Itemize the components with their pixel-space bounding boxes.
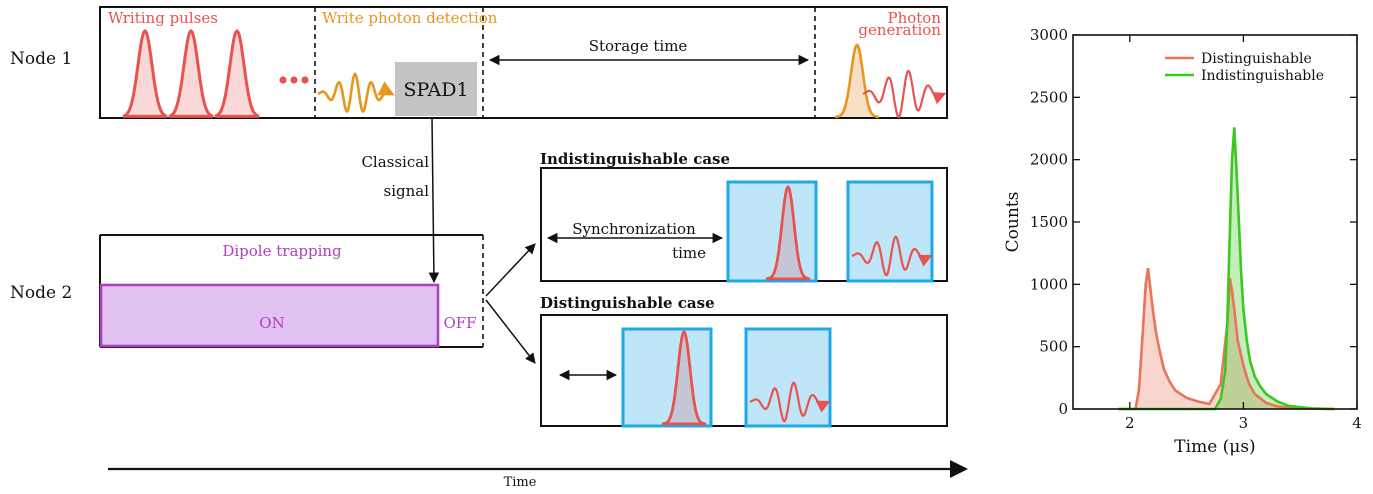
counts-histogram-chart: 2 3 4 0 500 1000 1500 2000 2500 3000 Time (μs) Co… (1003, 26, 1362, 457)
x-tick-label: 4 (1352, 414, 1362, 432)
y-tick-label: 3000 (1030, 26, 1068, 44)
sync-time-label-1: Synchronization (572, 220, 696, 238)
branch-arrow-distinguishable (485, 299, 536, 364)
y-tick-label: 2500 (1030, 88, 1068, 106)
indist-write-window (726, 180, 818, 283)
series-line-1 (1118, 267, 1335, 411)
generated-photon-wave (862, 69, 947, 119)
photon-generation-label-1: Photon (887, 9, 941, 27)
y-tick-label: 1000 (1030, 275, 1068, 293)
dist-read-pulse (661, 330, 707, 426)
storage-time-label: Storage time (589, 37, 688, 55)
writing-pulse-1 (122, 29, 168, 118)
dipole-trap-on-region (99, 283, 440, 348)
sync-time-label-2: time (672, 244, 706, 262)
y-tick-label: 1500 (1030, 213, 1068, 231)
legend-label-2: Indistinguishable (1201, 68, 1324, 84)
write-photon-wave (317, 72, 395, 114)
node1-timeline-box (99, 6, 948, 119)
distinguishable-case-box (540, 314, 948, 427)
indistinguishable-case-title: Indistinguishable case (540, 150, 730, 168)
indist-read-pulse (765, 185, 811, 281)
series-line-2 (1118, 127, 1335, 411)
node2-label: Node 2 (10, 283, 72, 303)
node1-label: Node 1 (10, 49, 72, 69)
classical-signal-arrow (428, 117, 440, 284)
y-axis-label: Counts (1003, 192, 1023, 253)
branch-arrow-indistinguishable (485, 243, 536, 297)
dipole-trapping-label: Dipole trapping (222, 242, 342, 260)
writing-pulses (122, 29, 260, 118)
trap-on-label: ON (259, 314, 284, 332)
plot-frame (1072, 34, 1358, 410)
trap-off-label: OFF (443, 314, 476, 332)
dist-photon-wave (749, 381, 831, 423)
photon-generation-label-2: generation (858, 21, 941, 39)
generation-write-pulse (835, 43, 879, 119)
y-tick-label: 2000 (1030, 151, 1068, 169)
distinguishable-case-title: Distinguishable case (540, 294, 715, 312)
spad1-label: SPAD1 (403, 79, 468, 101)
y-tick-label: 0 (1058, 400, 1068, 418)
y-tick-label: 500 (1039, 338, 1068, 356)
time-axis-label: Time (504, 475, 537, 489)
ellipsis-dots (279, 76, 309, 84)
spad1-detector (395, 62, 477, 116)
x-tick-label: 2 (1125, 414, 1135, 432)
writing-pulse-2 (168, 29, 214, 118)
classical-signal-label-1: Classical (361, 153, 429, 171)
legend-label-1: Distinguishable (1201, 51, 1312, 67)
writing-pulse-3 (214, 29, 260, 118)
writing-pulses-label: Writing pulses (108, 9, 218, 27)
x-tick-label: 3 (1239, 414, 1249, 432)
x-axis-label: Time (μs) (1174, 437, 1255, 457)
time-axis-arrowhead (950, 460, 968, 478)
indist-photon-wave (851, 235, 933, 277)
classical-signal-label-2: signal (384, 182, 430, 200)
write-photon-detection-label: Write photon detection (322, 9, 498, 27)
dist-write-window (621, 327, 713, 428)
